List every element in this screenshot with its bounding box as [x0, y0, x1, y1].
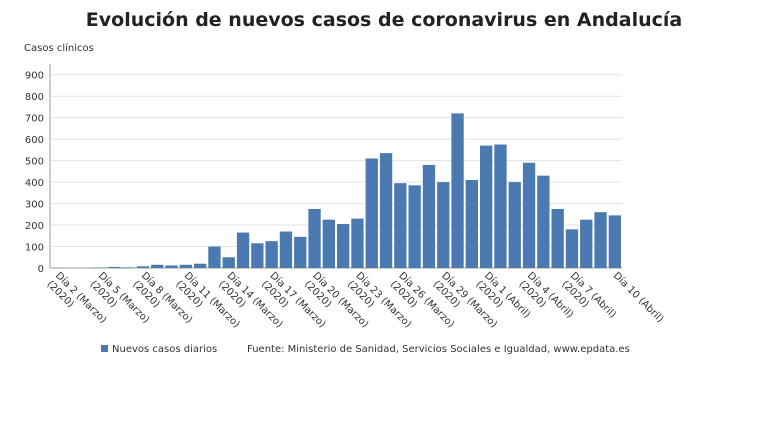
bar: [580, 219, 593, 268]
bar: [537, 175, 550, 268]
y-tick-label: 100: [25, 243, 44, 254]
y-tick-label: 900: [25, 71, 44, 82]
bar: [465, 179, 478, 268]
y-tick-label: 800: [25, 92, 44, 103]
bar: [322, 219, 335, 268]
bar: [480, 145, 493, 268]
bar: [294, 236, 307, 268]
bar: [222, 257, 235, 268]
x-tick-label-line: Día 10 (Abril): [611, 270, 666, 325]
bar: [308, 208, 321, 268]
bar: [437, 182, 450, 268]
x-tick-label: Día 7 (Abril)(2020): [559, 270, 618, 329]
bar: [351, 218, 364, 268]
bar: [522, 162, 536, 268]
bar: [565, 229, 579, 268]
bar: [494, 144, 507, 268]
bar: [608, 215, 621, 268]
bar: [337, 223, 350, 268]
legend-swatch: [101, 345, 108, 352]
bar: [508, 182, 521, 268]
bar: [136, 266, 150, 268]
bar: [251, 243, 264, 268]
bar: [408, 185, 421, 268]
bar: [451, 113, 464, 269]
bar: [208, 246, 221, 268]
bar: [379, 153, 393, 268]
bar: [551, 208, 564, 268]
bar: [422, 164, 436, 268]
bar: [236, 232, 250, 268]
bar: [594, 212, 607, 268]
chart-title: Evolución de nuevos casos de coronavirus…: [86, 9, 682, 31]
bar: [394, 183, 407, 268]
source: Fuente: Ministerio de Sanidad, Servicios…: [247, 344, 630, 355]
bar: [265, 241, 278, 268]
y-axis-label: Casos clínicos: [24, 42, 94, 54]
bar: [122, 267, 135, 268]
y-tick-label: 0: [38, 264, 44, 275]
bar: [279, 231, 293, 268]
x-tick-label: Día 10 (Abril): [611, 270, 666, 325]
bar: [194, 263, 207, 268]
bar: [108, 266, 121, 268]
y-tick-label: 500: [25, 157, 44, 168]
legend-label: Nuevos casos diarios: [112, 344, 217, 355]
y-tick-label: 200: [25, 221, 44, 232]
y-tick-label: 600: [25, 135, 44, 146]
bar: [165, 265, 178, 268]
y-tick-label: 700: [25, 114, 44, 125]
y-tick-label: 400: [25, 178, 44, 189]
bar: [179, 264, 192, 268]
bar: [151, 264, 164, 268]
y-tick-label: 300: [25, 200, 44, 211]
bar: [365, 158, 378, 268]
